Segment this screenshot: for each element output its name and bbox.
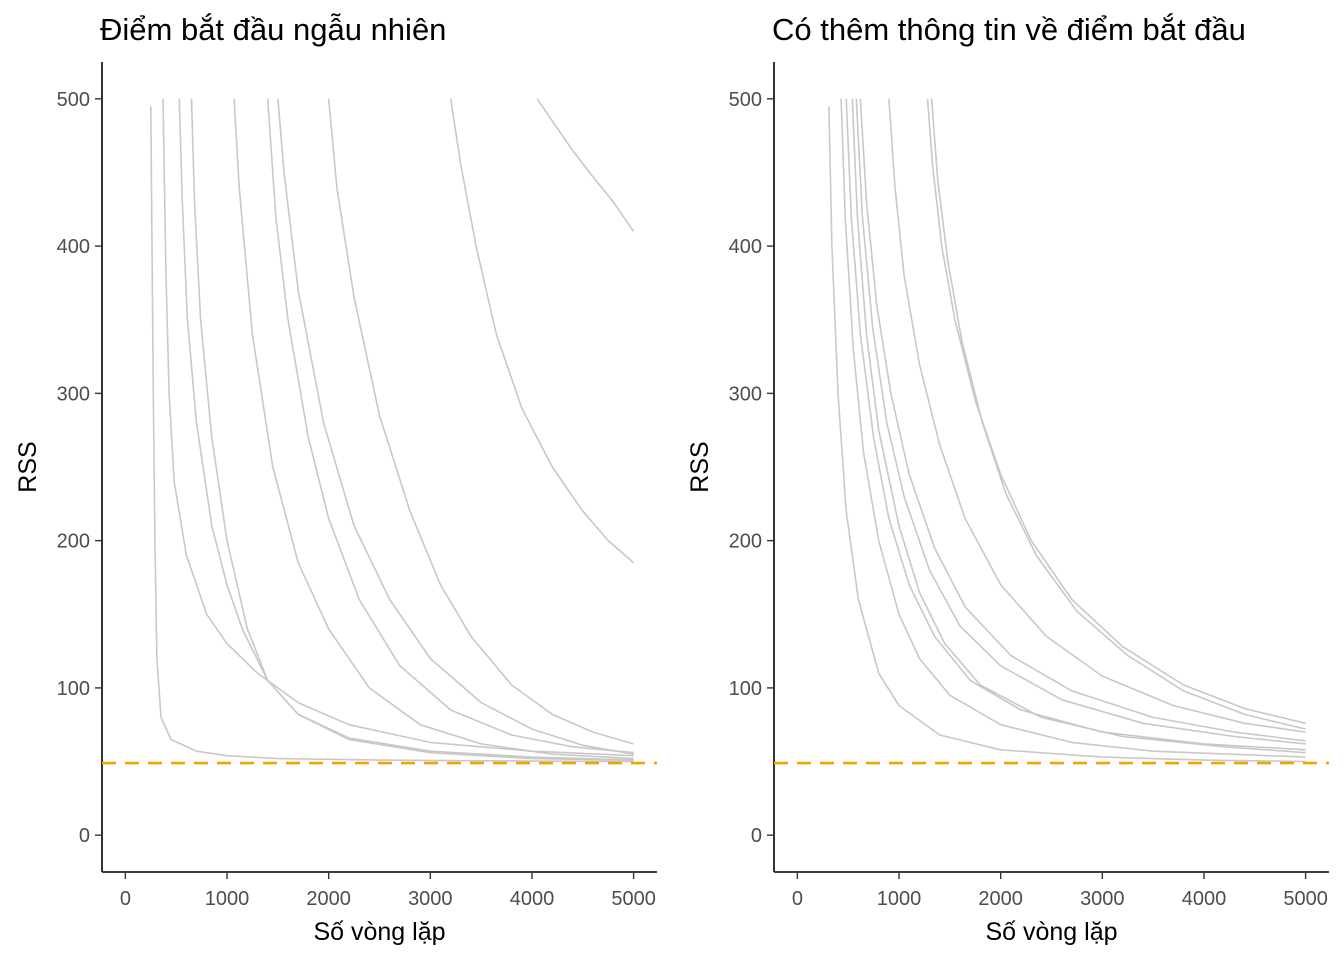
- right-y-axis-label: RSS: [686, 441, 714, 492]
- right-y-tick-label: 100: [729, 678, 762, 700]
- left-x-tick-label: 0: [120, 888, 131, 910]
- left-x-tick-label: 1000: [205, 888, 250, 910]
- left-y-tick-label: 500: [57, 89, 90, 111]
- right-x-tick-label: 1000: [877, 888, 922, 910]
- right-y-tick-label: 300: [729, 383, 762, 405]
- left-series-line-1: [150, 106, 634, 763]
- left-panel: Điểm bắt đầu ngẫu nhiên 0 1000 2000 3000 400…: [14, 12, 657, 946]
- right-x-tick-label: 0: [792, 888, 803, 910]
- right-x-axis-label: Số vòng lặp: [985, 918, 1117, 946]
- right-x-tick-label: 3000: [1080, 888, 1125, 910]
- left-y-tick-label: 300: [57, 383, 90, 405]
- left-y-tick-label: 400: [57, 236, 90, 258]
- right-series-line-4: [851, 98, 1306, 754]
- right-x-tick-label: 5000: [1283, 888, 1328, 910]
- left-series-line-10: [536, 98, 635, 232]
- left-series-line-6: [266, 98, 634, 754]
- left-y-axis-label: RSS: [14, 441, 42, 492]
- right-series-line-5: [855, 98, 1306, 745]
- left-series-line-4: [190, 98, 634, 761]
- right-y-tick-label: 500: [729, 89, 762, 111]
- right-panel-title: Có thêm thông tin về điểm bắt đầu: [772, 12, 1246, 47]
- left-panel-title: Điểm bắt đầu ngẫu nhiên: [100, 12, 446, 47]
- right-y-tick-label: 400: [729, 236, 762, 258]
- right-panel: Có thêm thông tin về điểm bắt đầu 0 1000 2…: [686, 12, 1329, 946]
- left-y-tick-label: 0: [79, 825, 90, 847]
- left-series-line-3: [178, 98, 634, 761]
- left-x-tick-label: 2000: [306, 888, 351, 910]
- left-x-tick-label: 4000: [510, 888, 555, 910]
- left-y-tick-label: 100: [57, 678, 90, 700]
- right-series-line-6: [859, 98, 1306, 742]
- left-series-line-2: [162, 98, 634, 757]
- left-series-line-8: [327, 98, 634, 745]
- right-y-tick-label: 0: [751, 825, 762, 847]
- right-series-line-9: [930, 98, 1306, 730]
- left-series-line-9: [449, 98, 635, 564]
- left-series-line-7: [277, 98, 634, 755]
- right-y-tick-label: 200: [729, 531, 762, 553]
- right-series-line-2: [840, 98, 1306, 758]
- right-series-line-8: [926, 98, 1306, 725]
- left-series-line-5: [233, 98, 634, 760]
- left-y-tick-label: 200: [57, 531, 90, 553]
- right-series-line-3: [845, 98, 1306, 751]
- right-series-line-1: [828, 106, 1306, 763]
- right-series-line-7: [888, 98, 1306, 733]
- right-x-tick-label: 2000: [978, 888, 1023, 910]
- left-x-tick-label: 5000: [611, 888, 656, 910]
- left-x-axis-label: Số vòng lặp: [313, 918, 445, 946]
- right-x-tick-label: 4000: [1182, 888, 1227, 910]
- left-x-tick-label: 3000: [408, 888, 453, 910]
